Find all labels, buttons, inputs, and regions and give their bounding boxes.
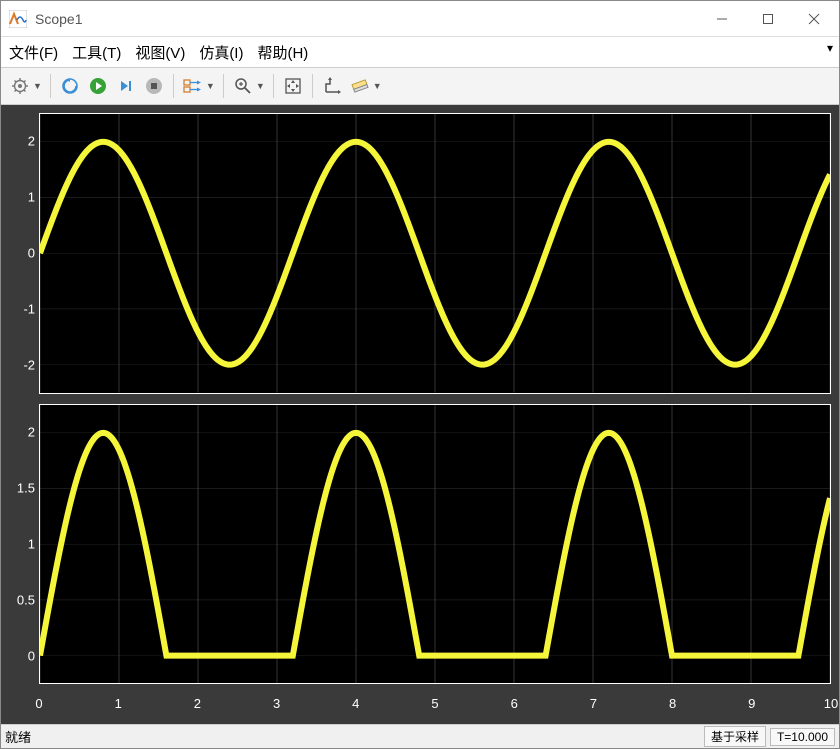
ytick-label: 0 — [28, 246, 35, 261]
dropdown-icon[interactable]: ▼ — [206, 81, 215, 91]
statusbar: 就绪 基于采样 T=10.000 — [1, 724, 839, 748]
xtick-label: 10 — [824, 696, 838, 711]
ytick-label: 1 — [28, 190, 35, 205]
xtick-label: 8 — [669, 696, 676, 711]
toolbar-separator — [173, 74, 174, 98]
menu-overflow-icon[interactable]: ▾ — [827, 41, 833, 55]
close-button[interactable] — [791, 1, 837, 37]
xaxis-ticks: 012345678910 — [9, 694, 831, 716]
xtick-label: 3 — [273, 696, 280, 711]
ytick-label: 1.5 — [17, 480, 35, 495]
xtick-label: 5 — [431, 696, 438, 711]
plot-1[interactable] — [39, 113, 831, 394]
ruler-icon[interactable] — [347, 73, 373, 99]
axes-1: -2 -1 0 1 2 — [9, 113, 831, 394]
dropdown-icon[interactable]: ▼ — [33, 81, 42, 91]
ytick-label: 0.5 — [17, 592, 35, 607]
signal-selector-icon[interactable] — [180, 73, 206, 99]
xtick-label: 9 — [748, 696, 755, 711]
toolbar-separator — [223, 74, 224, 98]
maximize-button[interactable] — [745, 1, 791, 37]
ytick-label: 1 — [28, 536, 35, 551]
ytick-label: 0 — [28, 648, 35, 663]
zoom-icon[interactable] — [230, 73, 256, 99]
menu-help[interactable]: 帮助(H) — [257, 42, 308, 63]
status-text: 就绪 — [5, 727, 700, 746]
toolbar-separator — [312, 74, 313, 98]
status-mode: 基于采样 — [704, 726, 766, 747]
yaxis-ticks-2: 0 0.5 1 1.5 2 — [9, 404, 39, 685]
ytick-label: -1 — [23, 302, 35, 317]
status-time: T=10.000 — [770, 728, 835, 746]
minimize-button[interactable] — [699, 1, 745, 37]
toolbar-separator — [50, 74, 51, 98]
menu-sim[interactable]: 仿真(I) — [199, 42, 243, 63]
settings-gear-icon[interactable] — [7, 73, 33, 99]
play-icon[interactable] — [85, 73, 111, 99]
xtick-label: 0 — [35, 696, 42, 711]
scale-axes-icon[interactable] — [319, 73, 345, 99]
xtick-label: 7 — [590, 696, 597, 711]
app-icon — [9, 10, 27, 28]
ytick-label: 2 — [28, 424, 35, 439]
dropdown-icon[interactable]: ▼ — [256, 81, 265, 91]
titlebar: Scope1 — [1, 1, 839, 37]
xtick-label: 2 — [194, 696, 201, 711]
yaxis-ticks-1: -2 -1 0 1 2 — [9, 113, 39, 394]
xtick-label: 4 — [352, 696, 359, 711]
menubar: 文件(F) 工具(T) 视图(V) 仿真(I) 帮助(H) ▾ — [1, 37, 839, 67]
stop-icon[interactable] — [141, 73, 167, 99]
menu-view[interactable]: 视图(V) — [135, 42, 185, 63]
plot-2[interactable] — [39, 404, 831, 685]
toolbar: ▼ ▼ ▼ ▼ — [1, 67, 839, 105]
step-forward-icon[interactable] — [113, 73, 139, 99]
xtick-label: 1 — [115, 696, 122, 711]
toolbar-separator — [273, 74, 274, 98]
menu-file[interactable]: 文件(F) — [9, 42, 58, 63]
window-title: Scope1 — [35, 11, 699, 27]
axes-2: 0 0.5 1 1.5 2 — [9, 404, 831, 685]
ytick-label: -2 — [23, 358, 35, 373]
menu-tools[interactable]: 工具(T) — [72, 42, 121, 63]
scope-area: -2 -1 0 1 2 0 0.5 1 1.5 2 0 1 2 3 4 5 6 7 8 9 10 — [1, 105, 839, 724]
ytick-label: 2 — [28, 134, 35, 149]
dropdown-icon[interactable]: ▼ — [373, 81, 382, 91]
pan-icon[interactable] — [280, 73, 306, 99]
rewind-icon[interactable] — [57, 73, 83, 99]
xtick-label: 6 — [511, 696, 518, 711]
